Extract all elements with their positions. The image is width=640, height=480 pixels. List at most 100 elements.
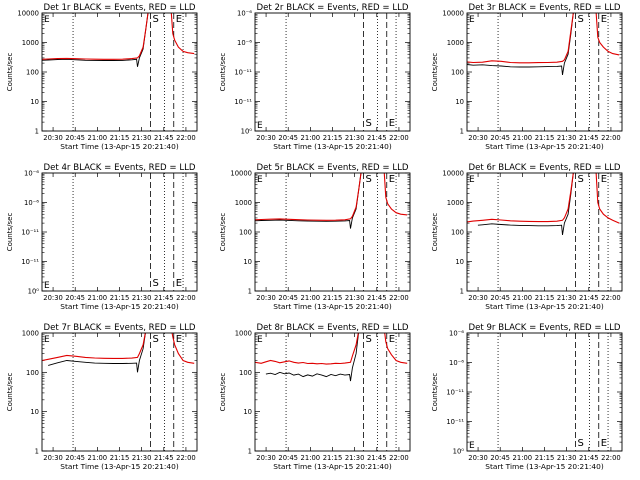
chart-panel: Det 5r BLACK = Events, RED = LLD Counts/s…: [219, 163, 411, 311]
y-axis-label: Counts/sec: [6, 213, 14, 252]
y-tick-label: 10: [30, 98, 39, 106]
x-axis-label: Start Time (13-Apr-15 20:21:40): [485, 142, 604, 151]
x-tick-label: 21:45: [367, 134, 387, 142]
x-tick-label: 22:00: [389, 294, 409, 302]
end-marker-label: E: [176, 334, 182, 345]
y-tick-label: 10: [455, 98, 464, 106]
x-tick-label: 21:00: [513, 134, 533, 142]
x-tick-label: 20:30: [468, 134, 488, 142]
plot-frame: [41, 12, 198, 132]
y-tick-label: 10⁰: [241, 128, 253, 136]
x-tick-label: 21:30: [557, 294, 577, 302]
y-tick-label: 1000: [22, 330, 39, 338]
plot-frame: [41, 172, 198, 292]
y-tick-label: 1000: [235, 330, 252, 338]
x-tick-label: 21:45: [579, 134, 599, 142]
x-tick-label: 20:30: [43, 294, 63, 302]
chart-panel: Det 1r BLACK = Events, RED = LLD Counts/s…: [6, 3, 198, 151]
chart-panel: Det 7r BLACK = Events, RED = LLD Counts/s…: [6, 323, 198, 471]
x-tick-label: 20:30: [43, 134, 63, 142]
x-axis-label: Start Time (13-Apr-15 20:21:40): [60, 142, 179, 151]
y-tick-label: 100: [239, 369, 252, 377]
x-tick-label: 21:00: [513, 454, 533, 462]
x-tick-label: 21:30: [132, 134, 152, 142]
chart-title: Det 6r BLACK = Events, RED = LLD: [468, 163, 620, 173]
y-tick-label: 10⁻⁶: [237, 39, 252, 47]
chart-title: Det 3r BLACK = Events, RED = LLD: [468, 3, 620, 13]
x-tick-label: 21:45: [579, 454, 599, 462]
chart-panel: Det 4r BLACK = Events, RED = LLD Counts/s…: [6, 163, 198, 311]
x-tick-label: 21:30: [345, 454, 365, 462]
x-tick-label: 20:30: [256, 454, 276, 462]
x-tick-label: 21:45: [154, 134, 174, 142]
corner-label: E: [257, 335, 263, 345]
x-tick-label: 22:00: [389, 454, 409, 462]
x-tick-label: 21:15: [110, 134, 130, 142]
x-tick-label: 22:00: [389, 134, 409, 142]
end-marker-label: E: [389, 118, 395, 129]
y-tick-label: 10⁻⁶: [449, 330, 464, 338]
y-tick-label: 1: [248, 288, 252, 296]
x-tick-label: 20:45: [278, 294, 298, 302]
y-tick-label: 1000: [447, 199, 464, 207]
chart-title: Det 2r BLACK = Events, RED = LLD: [256, 3, 408, 13]
x-tick-label: 21:00: [88, 134, 108, 142]
events-series-line: [477, 173, 574, 235]
x-axis-label: Start Time (13-Apr-15 20:21:40): [273, 302, 392, 311]
end-marker-label: E: [389, 334, 395, 345]
y-tick-label: 10⁻⁶: [24, 199, 39, 207]
x-tick-label: 21:00: [88, 454, 108, 462]
lld-series-line: [467, 173, 620, 224]
lld-series-line: [255, 333, 408, 365]
x-tick-label: 21:15: [110, 454, 130, 462]
y-tick-label: 10⁻⁶: [237, 10, 252, 18]
y-tick-label: 10⁻¹¹: [446, 418, 464, 426]
corner-label: E: [44, 281, 50, 291]
y-tick-label: 10: [455, 258, 464, 266]
x-tick-label: 22:00: [176, 454, 196, 462]
x-tick-label: 21:30: [132, 454, 152, 462]
x-tick-label: 21:15: [323, 134, 343, 142]
y-tick-label: 100: [26, 369, 39, 377]
y-tick-label: 1: [35, 128, 39, 136]
x-tick-label: 20:30: [468, 294, 488, 302]
y-tick-label: 10⁻¹¹: [446, 389, 464, 397]
corner-label: E: [469, 441, 475, 451]
x-tick-label: 21:30: [557, 134, 577, 142]
y-tick-label: 10⁰: [28, 288, 40, 296]
y-tick-label: 10000: [230, 170, 252, 178]
x-tick-label: 21:15: [323, 454, 343, 462]
events-series-line: [42, 13, 149, 67]
x-tick-label: 20:45: [65, 294, 85, 302]
x-tick-label: 20:45: [278, 454, 298, 462]
x-axis-label: Start Time (13-Apr-15 20:21:40): [485, 302, 604, 311]
x-axis-label: Start Time (13-Apr-15 20:21:40): [273, 142, 392, 151]
y-tick-label: 10⁻¹¹: [234, 98, 252, 106]
x-axis-label: Start Time (13-Apr-15 20:21:40): [485, 462, 604, 471]
y-tick-label: 1: [460, 288, 464, 296]
y-tick-label: 1000: [235, 199, 252, 207]
x-tick-label: 22:00: [176, 294, 196, 302]
end-marker-label: E: [601, 174, 607, 185]
start-marker-label: S: [153, 334, 159, 345]
start-marker-label: S: [366, 118, 372, 129]
chart-panel: Det 6r BLACK = Events, RED = LLD Counts/s…: [431, 163, 623, 311]
y-tick-label: 1: [35, 448, 39, 456]
x-tick-label: 21:00: [88, 294, 108, 302]
start-marker-label: S: [366, 174, 372, 185]
y-tick-label: 10⁻¹¹: [21, 229, 39, 237]
plot-frame: [254, 332, 411, 452]
y-tick-label: 1: [248, 448, 252, 456]
chart-title: Det 9r BLACK = Events, RED = LLD: [468, 323, 620, 333]
x-tick-label: 21:15: [535, 134, 555, 142]
y-tick-label: 1: [460, 128, 464, 136]
y-tick-label: 10: [243, 258, 252, 266]
x-tick-label: 21:00: [301, 454, 321, 462]
plot-frame: [466, 12, 623, 132]
end-marker-label: E: [176, 278, 182, 289]
y-tick-label: 1000: [447, 39, 464, 47]
chart-title: Det 5r BLACK = Events, RED = LLD: [256, 163, 408, 173]
x-tick-label: 20:45: [65, 134, 85, 142]
y-axis-label: Counts/sec: [431, 53, 439, 92]
x-tick-label: 22:00: [601, 294, 621, 302]
